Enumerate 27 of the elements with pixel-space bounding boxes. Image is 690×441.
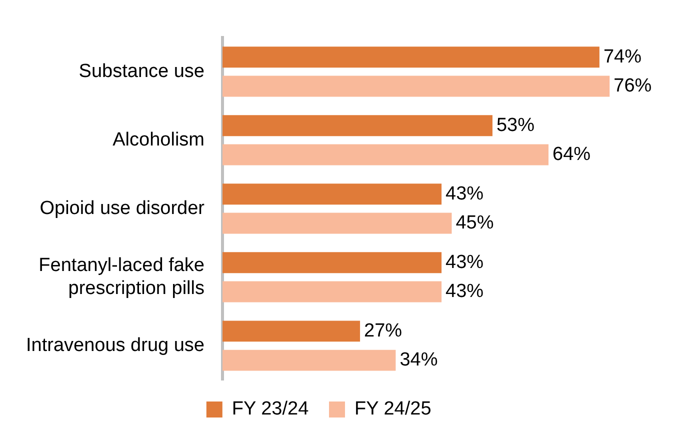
data-label: 43% bbox=[446, 252, 484, 273]
y-tick-label: Substance use bbox=[78, 60, 205, 82]
bar bbox=[222, 115, 492, 136]
bar bbox=[222, 46, 600, 68]
data-label: 27% bbox=[364, 320, 402, 342]
y-tick-label: Opioid use disorder bbox=[40, 198, 206, 219]
bar bbox=[222, 350, 396, 371]
legend-label: FY 24/25 bbox=[354, 398, 432, 420]
bar bbox=[222, 281, 442, 302]
y-tick-label: Alcoholism bbox=[112, 129, 205, 150]
bar bbox=[222, 184, 442, 205]
legend-label: FY 23/24 bbox=[232, 398, 310, 420]
bar bbox=[222, 320, 360, 342]
bar bbox=[222, 212, 452, 234]
data-label: 76% bbox=[614, 75, 652, 96]
data-label: 64% bbox=[552, 144, 591, 165]
data-label: 45% bbox=[456, 212, 494, 234]
bar bbox=[222, 144, 548, 166]
data-label: 74% bbox=[603, 46, 642, 68]
y-tick-label: Fentanyl-laced fake prescription pills bbox=[38, 255, 205, 299]
data-label: 53% bbox=[496, 114, 535, 136]
data-label: 43% bbox=[446, 183, 484, 204]
data-label: 34% bbox=[400, 350, 438, 371]
data-label: 43% bbox=[446, 281, 484, 302]
y-tick-label: Intravenous drug use bbox=[26, 334, 205, 356]
bar bbox=[222, 76, 610, 97]
bar bbox=[222, 252, 442, 274]
